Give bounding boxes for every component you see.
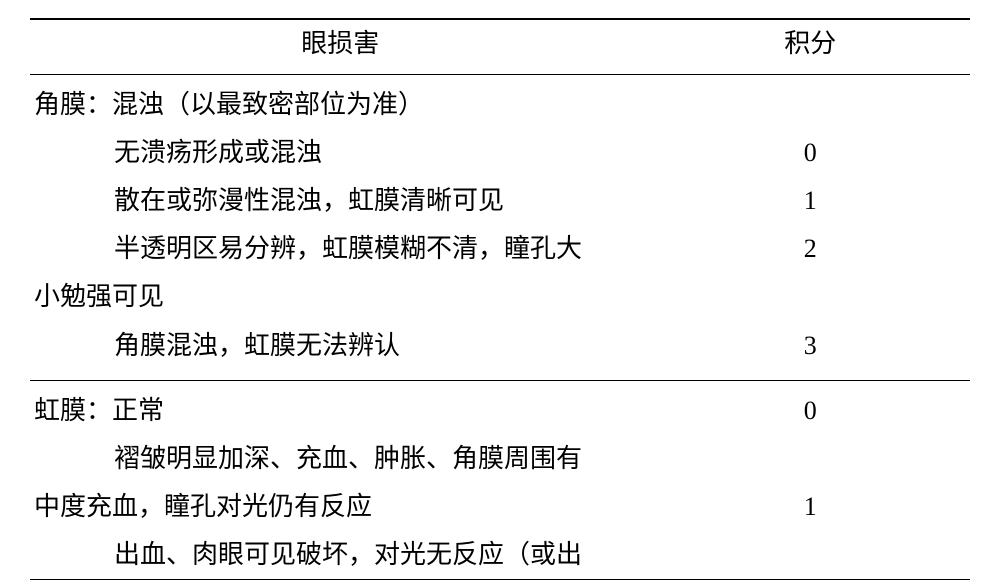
table-row: 出血、肉眼可见破坏，对光无反应（或出 [30, 531, 970, 580]
row-text: 半透明区易分辨，虹膜模糊不清，瞳孔大 [30, 225, 650, 273]
row-text: 散在或弥漫性混浊，虹膜清晰可见 [30, 177, 650, 225]
row-score: 1 [650, 177, 970, 225]
row-score: 2 [650, 225, 970, 273]
row-score: 0 [650, 129, 970, 177]
row-text: 小勉强可见 [30, 273, 650, 321]
section-title-row: 虹膜：正常 0 [30, 380, 970, 435]
table-row: 半透明区易分辨，虹膜模糊不清，瞳孔大 2 [30, 225, 970, 273]
section-title-score: 0 [650, 380, 970, 435]
table-row: 中度充血，瞳孔对光仍有反应 1 [30, 483, 970, 531]
row-text: 无溃疡形成或混浊 [30, 129, 650, 177]
row-text: 褶皱明显加深、充血、肿胀、角膜周围有 [30, 435, 650, 483]
row-text: 出血、肉眼可见破坏，对光无反应（或出 [30, 531, 650, 580]
section-title-row: 角膜：混浊（以最致密部位为准） [30, 75, 970, 130]
eye-damage-table: 眼损害 积分 角膜：混浊（以最致密部位为准） 无溃疡形成或混浊 0 散在或弥漫性… [30, 18, 970, 580]
table-row: 散在或弥漫性混浊，虹膜清晰可见 1 [30, 177, 970, 225]
table-row: 褶皱明显加深、充血、肿胀、角膜周围有 [30, 435, 970, 483]
row-score [650, 531, 970, 580]
section-title: 角膜：混浊（以最致密部位为准） [30, 75, 650, 130]
header-col1: 眼损害 [30, 19, 650, 75]
row-score: 3 [650, 322, 970, 370]
spacer-row [30, 370, 970, 381]
row-text: 中度充血，瞳孔对光仍有反应 [30, 483, 650, 531]
section-title: 虹膜：正常 [30, 380, 650, 435]
page: 眼损害 积分 角膜：混浊（以最致密部位为准） 无溃疡形成或混浊 0 散在或弥漫性… [0, 0, 1000, 561]
row-score [650, 435, 970, 483]
row-score: 1 [650, 483, 970, 531]
table-row: 角膜混浊，虹膜无法辨认 3 [30, 322, 970, 370]
table-header-row: 眼损害 积分 [30, 19, 970, 75]
section-title-score [650, 75, 970, 130]
header-col2: 积分 [650, 19, 970, 75]
table-row: 无溃疡形成或混浊 0 [30, 129, 970, 177]
row-score [650, 273, 970, 321]
row-text: 角膜混浊，虹膜无法辨认 [30, 322, 650, 370]
table-row: 小勉强可见 [30, 273, 970, 321]
